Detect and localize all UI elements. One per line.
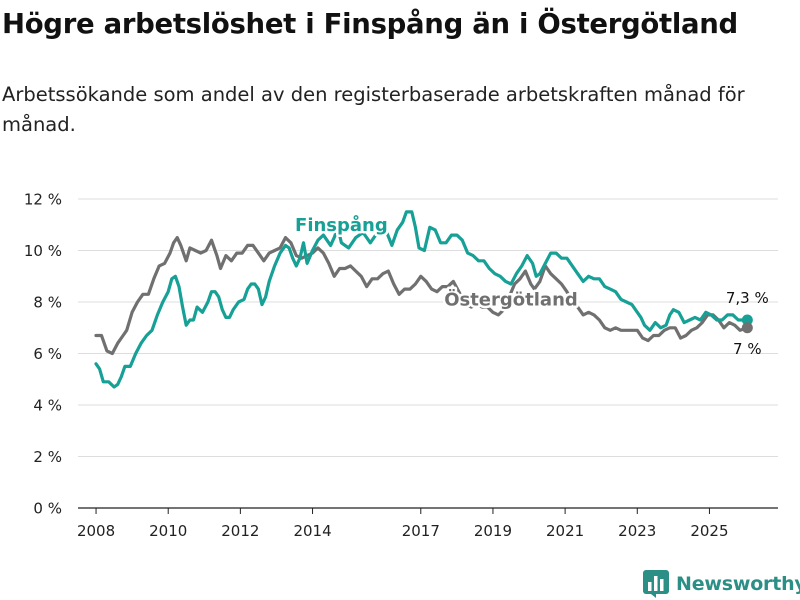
chart-subtitle: Arbetssökande som andel av den registerb…: [2, 83, 745, 136]
x-tick-label: 2012: [221, 522, 259, 540]
y-tick-label: 8 %: [33, 294, 62, 312]
x-tick-label: 2023: [618, 522, 656, 540]
x-tick-label: 2010: [149, 522, 187, 540]
series-line-finspang: [94, 210, 749, 389]
page-title: Högre arbetslöshet i Finspång än i Öster…: [2, 8, 738, 40]
x-tick-label: 2025: [690, 522, 728, 540]
series-line-ostergotland: [94, 236, 749, 356]
x-tick-label: 2021: [546, 522, 584, 540]
x-tick-label: 2019: [474, 522, 512, 540]
y-tick-label: 4 %: [33, 397, 62, 415]
y-tick-label: 2 %: [33, 448, 62, 466]
end-point-finspang: [741, 314, 753, 326]
axes: 0 % 2 % 4 % 6 % 8 % 10 % 12 % 2008 2010 2012 2014 2…: [24, 191, 729, 541]
labels: 7,3 % 7 % Finspång Östergötland: [293, 211, 769, 358]
end-value-label: 7,3 %: [726, 289, 769, 307]
end-value-label: 7 %: [733, 340, 762, 358]
x-tick-label: 2008: [77, 522, 115, 540]
y-tick-label: 6 %: [33, 345, 62, 363]
series-annotation: Östergötland: [444, 288, 578, 310]
x-tick-label: 2014: [293, 522, 331, 540]
x-tick-label: 2017: [402, 522, 440, 540]
brand-logo[interactable]: Newsworthy: [643, 569, 800, 599]
bar-chart-icon: [643, 570, 669, 598]
brand-name: Newsworthy: [676, 573, 800, 595]
series-annotation: Finspång: [295, 214, 388, 236]
y-tick-label: 0 %: [33, 500, 62, 518]
y-tick-label: 12 %: [24, 191, 62, 209]
series-lines: [94, 210, 749, 389]
end-point-ostergotland: [741, 322, 753, 334]
y-tick-label: 10 %: [24, 242, 62, 260]
grid-lines: [78, 198, 778, 509]
